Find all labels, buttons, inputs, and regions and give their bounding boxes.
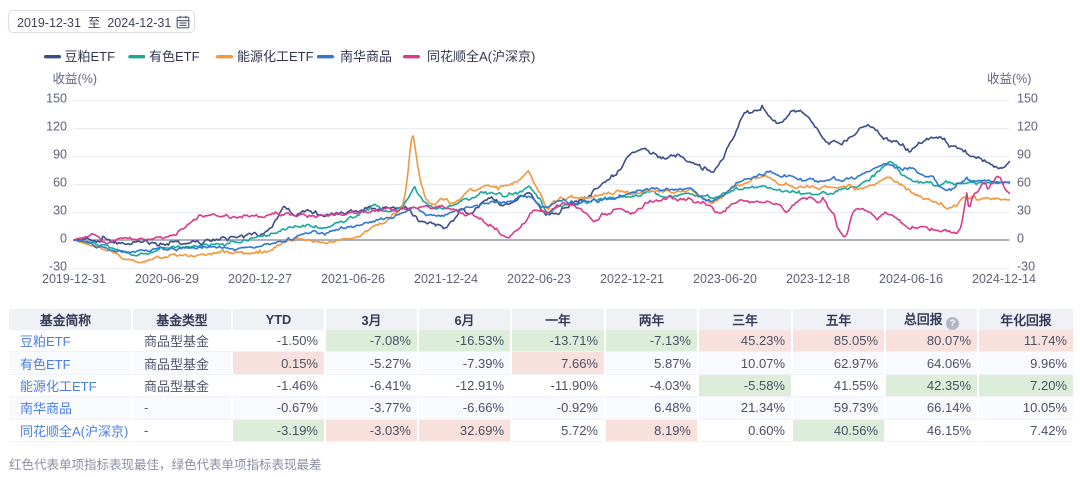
svg-text:0: 0 xyxy=(1017,232,1024,246)
svg-text:-30: -30 xyxy=(1017,260,1035,274)
svg-text:-30: -30 xyxy=(49,260,67,274)
svg-text:南华商品: 南华商品 xyxy=(340,49,392,64)
svg-text:2024-06-16: 2024-06-16 xyxy=(879,272,943,286)
svg-text:2020-06-29: 2020-06-29 xyxy=(135,272,199,286)
svg-text:2024-12-14: 2024-12-14 xyxy=(972,272,1036,286)
svg-text:2020-12-27: 2020-12-27 xyxy=(228,272,292,286)
svg-text:2023-06-20: 2023-06-20 xyxy=(693,272,757,286)
svg-text:2021-12-24: 2021-12-24 xyxy=(414,272,478,286)
svg-text:30: 30 xyxy=(1017,204,1031,218)
svg-text:120: 120 xyxy=(1017,120,1038,134)
svg-text:150: 150 xyxy=(46,92,67,106)
svg-text:豆粕ETF: 豆粕ETF xyxy=(65,49,116,64)
svg-text:60: 60 xyxy=(1017,176,1031,190)
svg-text:90: 90 xyxy=(53,148,67,162)
svg-text:有色ETF: 有色ETF xyxy=(149,49,200,64)
svg-text:120: 120 xyxy=(46,120,67,134)
svg-text:2021-06-26: 2021-06-26 xyxy=(321,272,385,286)
svg-text:2022-12-21: 2022-12-21 xyxy=(600,272,664,286)
svg-text:2023-12-18: 2023-12-18 xyxy=(786,272,850,286)
svg-text:2022-06-23: 2022-06-23 xyxy=(507,272,571,286)
svg-text:90: 90 xyxy=(1017,148,1031,162)
svg-text:0: 0 xyxy=(60,232,67,246)
svg-text:150: 150 xyxy=(1017,92,1038,106)
svg-text:2019-12-31: 2019-12-31 xyxy=(42,272,106,286)
svg-text:30: 30 xyxy=(53,204,67,218)
svg-text:能源化工ETF: 能源化工ETF xyxy=(237,49,314,64)
svg-text:收益(%): 收益(%) xyxy=(53,72,97,86)
svg-text:收益(%): 收益(%) xyxy=(987,72,1031,86)
svg-text:同花顺全A(沪深京): 同花顺全A(沪深京) xyxy=(427,49,535,64)
svg-text:60: 60 xyxy=(53,176,67,190)
